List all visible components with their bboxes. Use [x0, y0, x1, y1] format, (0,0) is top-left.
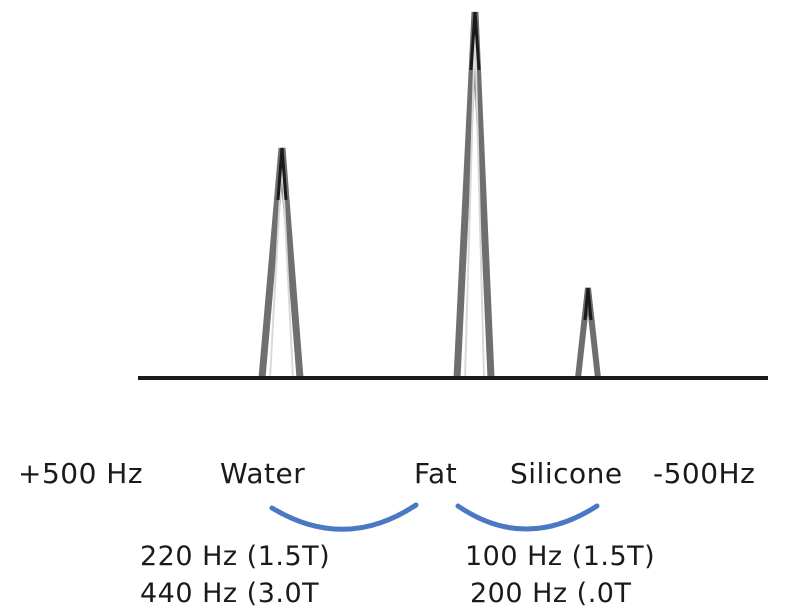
brace-water-fat	[269, 502, 419, 532]
fat-silicone-shift-1: 100 Hz (1.5T)	[465, 541, 656, 572]
axis-right-label: -500Hz	[653, 457, 756, 490]
peak-silicone	[575, 287, 601, 379]
fat-silicone-shift-2: 200 Hz (.0T	[470, 578, 632, 609]
peak-silicone-label: Silicone	[510, 457, 623, 490]
peak-fat	[453, 11, 495, 379]
peak-water	[258, 147, 304, 379]
water-fat-shift-2: 440 Hz (3.0T	[140, 578, 320, 609]
peak-water-label: Water	[220, 457, 306, 490]
axis-left-label: +500 Hz	[18, 457, 144, 490]
peak-fat-label: Fat	[414, 457, 458, 490]
water-fat-shift-1: 220 Hz (1.5T)	[140, 541, 331, 572]
brace-fat-silicone	[455, 503, 600, 532]
